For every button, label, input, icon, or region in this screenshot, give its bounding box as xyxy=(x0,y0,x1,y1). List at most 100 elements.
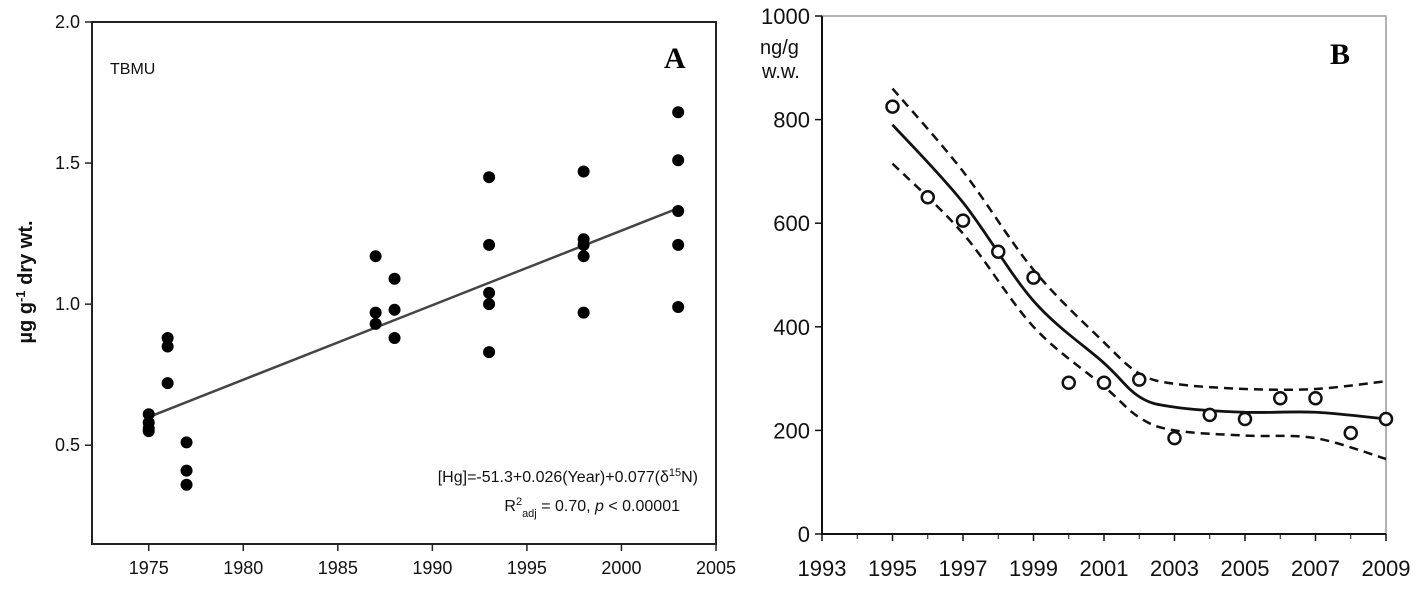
panel-b-x-tick-label: 1997 xyxy=(939,556,988,581)
panel-a-data-point xyxy=(672,205,685,218)
panel-b-x-tick-label: 2005 xyxy=(1221,556,1270,581)
panel-a-x-tick-label: 1990 xyxy=(412,558,452,578)
panel-b-y-tick-label: 0 xyxy=(798,522,810,547)
panel-a-data-point xyxy=(672,106,685,119)
panel-a-equation: [Hg]=-51.3+0.026(Year)+0.077(δ15N) xyxy=(438,467,698,486)
panel-b-frame xyxy=(821,15,1387,535)
panel-a-ticks: 1975 1980 1985 1990 1995 2000 2005 0.5 1.0 1.5 2.0 xyxy=(55,12,736,578)
panel-a-x-tick-label: 1985 xyxy=(318,558,358,578)
panel-a-data-point xyxy=(483,298,496,311)
panel-b-x-tick-label: 2007 xyxy=(1291,556,1340,581)
panel-a-data-point xyxy=(161,377,174,390)
panel-a-label: A xyxy=(664,42,686,75)
panel-b-data-point xyxy=(955,213,971,228)
panel-b-y-tick-label: 600 xyxy=(773,211,810,236)
panel-b-lines xyxy=(891,87,1387,461)
panel-a-data-point xyxy=(180,478,193,491)
panel-a-series-label: TBMU xyxy=(110,61,155,78)
panel-a-equation-main: [Hg]=-51.3+0.026(Year)+0.077(δ xyxy=(438,469,669,486)
panel-b-data-point xyxy=(1237,411,1253,427)
panel-a-stats-p-rest: < 0.00001 xyxy=(604,498,680,515)
panel-b-x-tick-label: 2009 xyxy=(1362,556,1411,581)
panel-a-x-tick-label: 2005 xyxy=(696,558,736,578)
panel-a-stats-r: R xyxy=(504,498,516,515)
panel-a-x-tick-label: 1975 xyxy=(129,558,169,578)
panel-a-stats: R2adj = 0.70, p < 0.00001 xyxy=(504,496,680,520)
panel-b-data-point xyxy=(1132,372,1147,387)
panel-a-data-point xyxy=(483,286,496,299)
panel-b-data-point xyxy=(1096,375,1112,390)
panel-b-upper-bound xyxy=(891,87,1387,392)
panel-b-x-tick-label: 1993 xyxy=(798,556,847,581)
panel-a-stats-r-sub: adj xyxy=(522,508,537,520)
panel-a-points xyxy=(142,106,685,491)
panel-a-x-tick-label: 1995 xyxy=(507,558,547,578)
panel-a-equation-sup: 15 xyxy=(669,467,681,479)
panel-b-x-tick-label: 1999 xyxy=(1009,556,1058,581)
panel-a-y-tick-label: 0.5 xyxy=(55,435,80,455)
panel-a-data-point xyxy=(161,340,174,353)
panel-b-data-point xyxy=(1202,407,1217,423)
panel-b-label: B xyxy=(1330,38,1350,71)
panel-a-y-tick-label: 1.5 xyxy=(55,153,80,173)
panel-a-data-point xyxy=(388,332,401,345)
panel-b-data-point xyxy=(991,244,1006,259)
panel-a-data-point xyxy=(577,306,590,319)
panel-b-data-point xyxy=(1308,391,1323,406)
panel-a: 1975 1980 1985 1990 1995 2000 2005 0.5 1.0 1.5 2.0… xyxy=(13,12,737,578)
panel-b-trend-line xyxy=(891,123,1387,421)
panel-a-ylabel: µg g-1 dry wt. xyxy=(13,220,38,343)
panel-b-lower-bound xyxy=(891,162,1387,461)
panel-b-x-tick-label: 1995 xyxy=(868,556,917,581)
panel-a-data-point xyxy=(577,165,590,178)
panel-b-data-point xyxy=(1343,425,1358,441)
panel-a-x-tick-label: 2000 xyxy=(601,558,641,578)
panel-a-ylabel-main: µg g xyxy=(15,302,37,344)
panel-a-data-point xyxy=(388,303,401,316)
panel-a-stats-r-sup: 2 xyxy=(516,496,522,508)
panel-a-data-point xyxy=(142,425,155,438)
panel-a-data-point xyxy=(161,332,174,345)
panel-a-data-point xyxy=(369,250,382,263)
panel-a-stats-r-rest: = 0.70, xyxy=(537,498,595,515)
panel-b-y-tick-label: 800 xyxy=(773,108,810,133)
panel-a-ylabel-sup: -1 xyxy=(13,290,28,302)
panel-a-data-point xyxy=(483,346,496,359)
panel-b-data-point xyxy=(1273,391,1288,406)
panel-b-y-tick-label: 1000 xyxy=(761,4,810,29)
panel-b-data-point xyxy=(885,99,900,114)
panel-a-frame xyxy=(91,21,717,545)
panel-b-data-point xyxy=(1061,375,1076,390)
panel-b-x-tick-label: 2001 xyxy=(1080,556,1129,581)
panel-a-y-tick-label: 2.0 xyxy=(55,12,80,32)
panel-a-data-point xyxy=(672,238,685,251)
panel-a-data-point xyxy=(369,306,382,319)
panel-a-data-point xyxy=(483,171,496,184)
panel-b-data-point xyxy=(1378,411,1394,427)
panel-a-y-tick-label: 1.0 xyxy=(55,294,80,314)
panel-a-data-point xyxy=(483,238,496,251)
panel-b-x-tick-label: 2003 xyxy=(1150,556,1199,581)
panel-b-points xyxy=(885,99,1394,446)
panel-a-stats-p: p xyxy=(594,498,604,515)
panel-a-data-point xyxy=(180,436,193,449)
panel-b-ticks: 1993 1995 1997 1999 2001 2003 2005 2007 2009 0 200… xyxy=(761,4,1410,581)
panel-a-equation-end: N) xyxy=(681,469,698,486)
panel-a-data-point xyxy=(672,154,685,167)
panel-a-ylabel-rest: dry wt. xyxy=(15,220,37,290)
panel-b-unit-line2: w.w. xyxy=(761,61,800,83)
panel-a-fit-line-group xyxy=(148,207,679,419)
panel-a-data-point xyxy=(672,300,685,313)
panel-a-data-point xyxy=(577,238,590,251)
panel-a-fit-line xyxy=(148,207,679,419)
panel-b-y-tick-label: 400 xyxy=(773,315,810,340)
panel-a-data-point xyxy=(577,250,590,263)
panel-a-data-point xyxy=(369,317,382,330)
panel-a-x-tick-label: 1980 xyxy=(223,558,263,578)
panel-b: 1993 1995 1997 1999 2001 2003 2005 2007 2009 0 200… xyxy=(760,4,1410,581)
panel-b-y-tick-label: 200 xyxy=(773,418,810,443)
panel-a-data-point xyxy=(142,408,155,421)
panel-b-data-point xyxy=(1167,430,1182,446)
panel-b-data-point xyxy=(920,190,935,205)
